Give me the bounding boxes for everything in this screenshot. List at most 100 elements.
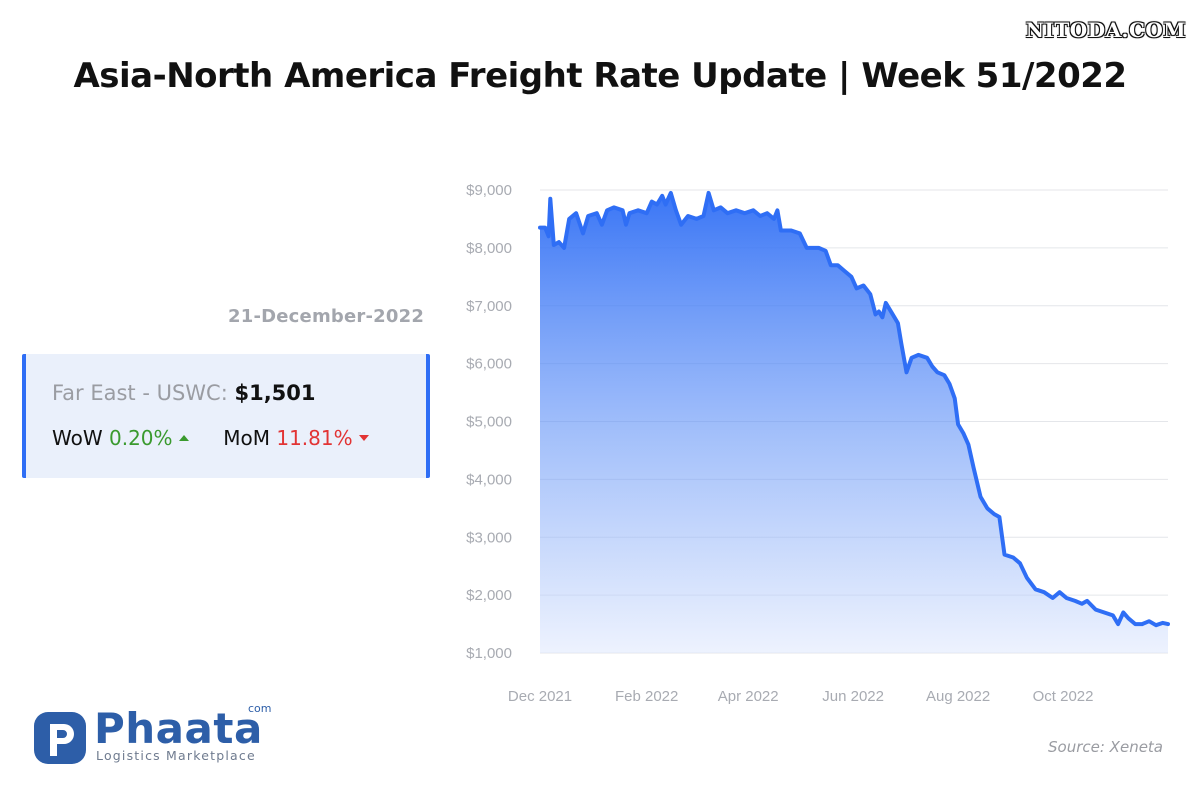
data-point [1059,591,1061,593]
data-point [943,374,945,376]
data-point [549,198,551,200]
triangle-down-icon [358,434,369,441]
x-axis-ticks: Dec 2021 Feb 2022 Apr 2022 Jun 2022 Aug 2022… [508,688,1094,705]
data-point [773,218,775,220]
data-point [1081,603,1083,605]
data-point [869,293,871,295]
data-point [708,192,710,194]
data-point [931,365,933,368]
data-point [563,247,565,249]
data-point [680,224,682,226]
data-point [656,203,658,206]
watermark-text: NITODA.COM [1025,18,1186,42]
logo-com: com [248,702,272,715]
page-title: Asia-North America Freight Rate Update |… [73,56,1127,96]
data-point [1074,600,1076,602]
data-point [892,313,894,315]
data-point [687,215,689,217]
report-date: 21-December-2022 [228,306,425,327]
data-point [973,467,975,469]
data-point [628,212,631,214]
mom-value: 11.81% [276,426,353,450]
data-point [790,229,792,232]
y-tick-label: $6,000 [466,356,512,373]
data-point [1141,623,1143,625]
data-point [1122,611,1124,614]
x-tick-label: Dec 2021 [508,688,572,705]
data-point [1162,622,1164,624]
data-point [637,209,639,211]
x-tick-label: Oct 2022 [1033,688,1094,705]
data-point [1117,623,1119,625]
wow-value: 0.20% [108,426,173,450]
y-axis-ticks: $1,000 $2,000 $3,000 $4,000 $5,000 $6,000 $7,0… [466,182,512,662]
data-point [818,247,820,249]
data-point [856,287,858,289]
logo-tagline: Logistics Marketplace [96,748,256,763]
data-point [878,310,880,313]
data-point [874,313,877,315]
data-point [917,354,920,356]
mom-label: MoM [223,426,270,450]
data-point [1103,611,1105,614]
y-tick-label: $9,000 [466,182,512,199]
data-point [837,264,839,266]
data-point [1043,591,1045,593]
data-point [539,227,541,229]
data-point [1012,556,1014,559]
data-point [596,212,598,214]
data-point [752,209,754,211]
data-point [986,507,988,509]
data-point [759,215,761,217]
source-note: Source: Xeneta [1048,738,1163,756]
y-tick-label: $5,000 [466,414,512,431]
series-line [538,190,1170,628]
data-point [1127,617,1129,619]
data-point [979,496,982,498]
data-point [661,195,663,197]
data-point [954,397,956,399]
x-tick-label: Feb 2022 [615,688,678,705]
data-point [670,192,672,194]
y-tick-label: $4,000 [466,471,512,488]
y-tick-label: $8,000 [466,240,512,257]
data-point [967,444,970,446]
data-point [696,218,698,220]
data-point [558,241,560,243]
data-point [830,264,832,266]
data-point [799,232,801,234]
data-point [613,206,615,208]
data-point [720,206,722,208]
data-point [1019,562,1021,564]
data-point [622,209,624,211]
x-tick-label: Apr 2022 [718,688,779,705]
data-point [1026,577,1028,579]
data-point [881,316,884,318]
data-point [675,209,677,211]
lane-summary: Far East - USWC: $1,501 [52,381,316,405]
series-area-fill [540,192,1168,653]
data-point [553,244,555,246]
data-point [1034,588,1037,590]
data-point [926,357,928,359]
data-point [780,229,782,232]
data-point [606,209,608,211]
data-point [625,224,627,226]
y-tick-label: $7,000 [466,298,512,315]
data-point [702,215,705,217]
phaata-logo-icon [34,712,86,764]
data-point [646,212,648,214]
data-point [936,371,939,373]
data-point [776,209,779,211]
wow-label: WoW [52,426,103,450]
data-point [862,284,865,287]
data-point [744,212,746,214]
data-point [568,218,570,220]
lane-rate: $1,501 [234,381,316,405]
data-point [850,276,853,278]
y-tick-label: $2,000 [466,587,512,604]
data-point [897,322,899,324]
data-point [665,203,667,206]
data-point [651,201,653,203]
